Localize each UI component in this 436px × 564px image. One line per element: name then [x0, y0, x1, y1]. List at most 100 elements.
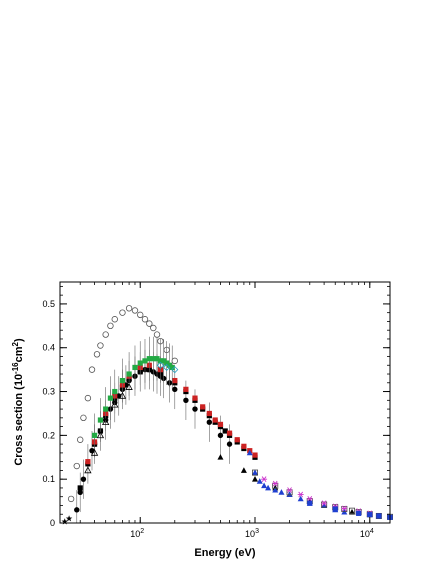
data-point	[297, 491, 304, 498]
data-point	[146, 320, 153, 327]
data-point	[297, 495, 304, 502]
data-point	[222, 428, 228, 434]
data-point	[192, 406, 198, 412]
data-point	[265, 484, 272, 491]
data-point	[80, 414, 87, 422]
asterisk-stroke	[307, 496, 313, 502]
data-point	[161, 358, 167, 364]
data-point	[102, 331, 109, 338]
data-series-13	[156, 361, 179, 374]
data-point	[142, 358, 148, 364]
data-point	[107, 395, 114, 401]
data-point	[332, 506, 338, 512]
data-point	[77, 485, 83, 491]
data-point	[84, 394, 92, 402]
data-point	[77, 436, 84, 443]
data-series-9	[252, 469, 393, 520]
data-point	[112, 388, 118, 395]
data-point	[183, 386, 189, 392]
data-point	[256, 478, 263, 484]
data-point	[286, 491, 293, 497]
data-point	[74, 507, 80, 513]
data-point	[85, 459, 91, 465]
y-tick-label: 0.4	[42, 343, 55, 353]
data-point	[252, 469, 259, 476]
data-point	[252, 475, 259, 482]
data-series-3	[77, 367, 258, 491]
x-tick-label: 104	[360, 528, 374, 539]
data-point	[102, 418, 110, 426]
data-point	[286, 487, 293, 494]
asterisk-stroke	[261, 476, 267, 483]
data-point	[307, 500, 313, 506]
data-point	[90, 448, 99, 456]
x-tick-label: 102	[130, 528, 144, 539]
data-point	[349, 507, 356, 514]
data-point	[376, 513, 382, 519]
data-point	[321, 500, 328, 507]
data-point	[154, 356, 160, 362]
data-point	[217, 421, 224, 428]
data-point	[183, 397, 189, 404]
data-point	[252, 469, 259, 476]
data-point	[111, 400, 119, 408]
data-point	[97, 342, 104, 349]
data-point	[111, 316, 118, 323]
x-tick-label: 103	[245, 528, 259, 539]
data-point	[252, 452, 258, 458]
data-point	[171, 357, 178, 365]
data-series-6	[84, 383, 133, 474]
data-point	[141, 316, 149, 323]
data-series-1	[67, 305, 178, 503]
data-point	[169, 364, 175, 371]
data-point	[65, 515, 73, 522]
data-series-7	[217, 454, 373, 517]
data-point	[150, 324, 157, 332]
data-point	[137, 311, 144, 319]
data-point	[163, 363, 171, 372]
asterisk-stroke	[341, 505, 347, 512]
y-axis-title: Cross section (10-16cm2)	[11, 338, 25, 466]
data-point	[77, 489, 83, 496]
data-point	[67, 495, 75, 503]
data-point	[217, 454, 224, 460]
data-point	[246, 449, 253, 456]
data-point	[119, 309, 126, 316]
asterisk-stroke	[272, 480, 278, 487]
data-point	[321, 502, 328, 508]
data-point	[272, 486, 279, 493]
data-series-12	[61, 515, 73, 525]
data-point	[272, 480, 279, 487]
plot-frame	[59, 281, 391, 524]
data-point	[240, 467, 247, 473]
data-point	[97, 417, 104, 423]
data-point	[150, 356, 156, 362]
data-point	[80, 476, 87, 482]
data-point	[226, 430, 233, 436]
data-point	[146, 356, 152, 362]
asterisk-stroke	[298, 491, 304, 498]
data-point	[200, 404, 206, 410]
data-point	[125, 305, 133, 312]
data-point	[241, 443, 247, 449]
data-point	[234, 437, 240, 443]
data-point	[172, 377, 178, 384]
y-tick-label: 0	[50, 518, 55, 528]
data-point	[132, 364, 138, 371]
data-point	[341, 505, 348, 512]
data-point	[73, 462, 80, 470]
y-tick-label: 0.5	[42, 299, 55, 309]
data-point	[171, 366, 179, 374]
y-tick-label: 0.1	[42, 474, 55, 484]
data-point	[261, 482, 268, 489]
data-point	[192, 395, 198, 401]
x-axis-title: Energy (eV)	[194, 547, 255, 559]
data-series-4	[85, 362, 258, 465]
y-tick-label: 0.2	[42, 430, 55, 440]
data-point	[91, 432, 98, 438]
data-point	[131, 307, 139, 314]
data-point	[166, 362, 173, 368]
data-point	[212, 417, 218, 423]
data-point	[156, 361, 165, 369]
data-point	[93, 351, 101, 358]
